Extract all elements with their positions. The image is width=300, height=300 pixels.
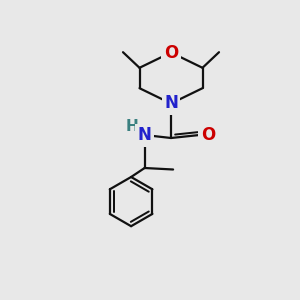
Text: N: N bbox=[164, 94, 178, 112]
Text: O: O bbox=[164, 44, 178, 62]
Text: H: H bbox=[126, 119, 138, 134]
Text: O: O bbox=[201, 126, 215, 144]
Text: N: N bbox=[138, 126, 152, 144]
